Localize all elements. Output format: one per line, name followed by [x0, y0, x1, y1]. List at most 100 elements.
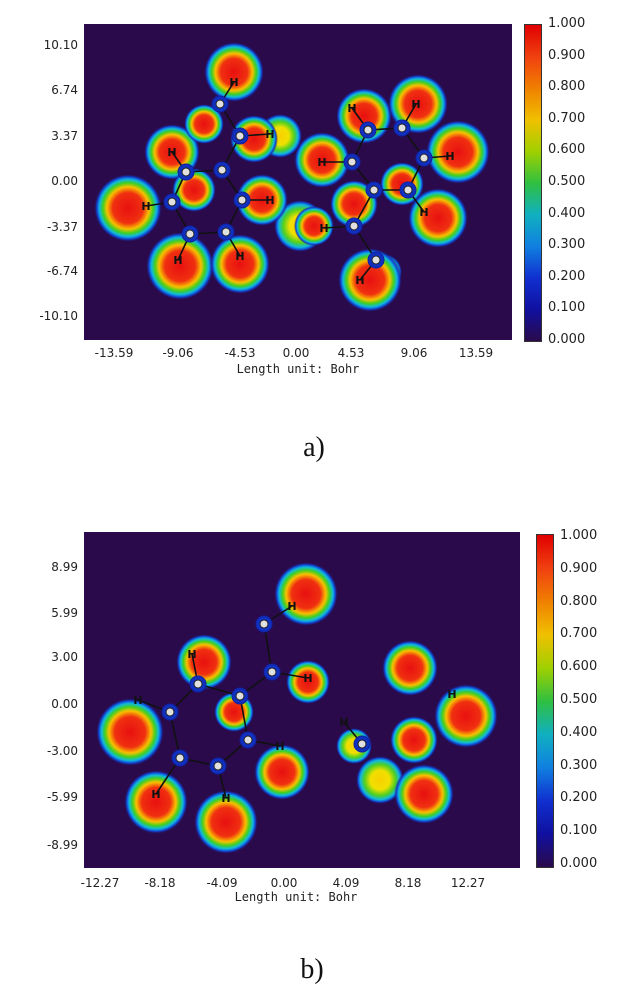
carbon-atom-marker [193, 679, 203, 689]
y-tick-label: 3.00 [51, 650, 78, 664]
elf-lobe [408, 188, 468, 248]
colorbar-tick-label: 0.900 [560, 560, 598, 576]
colorbar-tick-label: 0.700 [560, 626, 598, 642]
y-tick-label: 8.99 [51, 560, 78, 574]
colorbar-tick-label: 0.300 [560, 757, 598, 773]
carbon-atom-marker [237, 195, 247, 205]
carbon-atom-marker [349, 221, 359, 231]
x-tick-label: 12.27 [450, 876, 486, 890]
y-tick-label: -8.99 [46, 838, 78, 852]
x-tick-label: 0.00 [282, 346, 310, 360]
elf-lobe [210, 234, 270, 294]
carbon-atom-marker [213, 761, 223, 771]
elf-lobe [230, 115, 278, 163]
elf-lobe [356, 756, 404, 804]
elf-lobe [338, 248, 402, 312]
panel-label-b: b) [300, 954, 324, 985]
y-tick-label: 10.10 [43, 38, 78, 52]
colorbar-tick-label: 0.800 [560, 593, 598, 609]
carbon-atom-marker [165, 707, 175, 717]
hydrogen-atom-label: H [275, 740, 284, 753]
elf-map-b: H H H H H H H H H [84, 532, 520, 868]
carbon-atom-marker [419, 153, 429, 163]
hydrogen-atom-label: H [411, 98, 420, 111]
hydrogen-atom-label: H [167, 146, 176, 159]
x-tick-label: 13.59 [458, 346, 494, 360]
y-tick-label: 0.00 [51, 697, 78, 711]
x-axis-label-b: Length unit: Bohr [234, 890, 358, 904]
elf-lobes-b: H H H H H H H H H [96, 562, 498, 854]
carbon-atom-marker [167, 197, 177, 207]
hydrogen-atom-label: H [187, 648, 196, 661]
carbon-atom-marker [357, 739, 367, 749]
hydrogen-atom-label: H [151, 788, 160, 801]
carbon-atom-marker [235, 131, 245, 141]
colorbar-tick-label: 0.400 [560, 724, 598, 740]
colorbar-tick-label: 0.600 [560, 659, 598, 675]
colorbar-tick-label: 1.000 [548, 16, 586, 31]
elf-lobe [124, 770, 188, 834]
colorbar-tick-label: 0.200 [560, 790, 598, 806]
elf-lobe [434, 684, 498, 748]
hydrogen-atom-label: H [221, 792, 230, 805]
elf-lobe [390, 716, 438, 764]
elf-lobe [176, 634, 232, 690]
elf-lobe [194, 790, 258, 854]
hydrogen-atom-label: H [419, 206, 428, 219]
elf-lobe [204, 42, 264, 102]
y-tick-label: -3.37 [46, 220, 78, 234]
carbon-atom-marker [243, 735, 253, 745]
elf-lobe [426, 120, 490, 184]
colorbar-tick-label: 0.300 [548, 237, 586, 253]
elf-lobe [286, 660, 330, 704]
x-tick-label: 8.18 [394, 876, 422, 890]
hydrogen-atom-label: H [339, 716, 348, 729]
y-tick-label: 5.99 [51, 606, 78, 620]
y-tick-label: -10.10 [39, 309, 78, 323]
x-tick-label: -8.18 [144, 876, 176, 890]
colorbar-tick-label: 0.500 [548, 174, 586, 189]
elf-contour-svg-a: H H H H H H H H H H H H H H [94, 42, 490, 312]
hydrogen-atom-label: H [133, 694, 142, 707]
x-tick-label: 4.53 [337, 346, 365, 360]
x-tick-label: -4.09 [206, 876, 238, 890]
elf-lobe [294, 206, 334, 246]
colorbar-tick-label: 0.900 [548, 47, 586, 63]
hydrogen-atom-label: H [141, 200, 150, 213]
elf-lobe [388, 74, 448, 134]
hydrogen-atom-label: H [347, 102, 356, 115]
elf-lobe [394, 764, 454, 824]
elf-lobe [96, 698, 164, 766]
carbon-atom-marker [221, 227, 231, 237]
colorbar-tick-label: 0.100 [560, 823, 598, 839]
carbon-atom-marker [259, 619, 269, 629]
carbon-atom-marker [371, 255, 381, 265]
colorbar-tick-label: 0.200 [548, 268, 586, 284]
x-tick-label: 0.00 [270, 876, 298, 890]
hydrogen-atom-label: H [447, 688, 456, 701]
colorbar-tick-label: 0.500 [560, 692, 598, 707]
elf-lobe [254, 744, 310, 800]
carbon-atom-marker [215, 99, 225, 109]
colorbar-tick-label: 0.000 [548, 332, 586, 347]
elf-lobe [146, 232, 214, 300]
elf-lobes-a: H H H H H H H H H H H H H H [94, 42, 490, 312]
carbon-atom-marker [347, 157, 357, 167]
carbon-atom-marker [267, 667, 277, 677]
hydrogen-atom-label: H [235, 250, 244, 263]
carbon-atom-marker [175, 753, 185, 763]
hydrogen-atom-label: H [287, 600, 296, 613]
y-tick-label: 6.74 [51, 83, 78, 97]
carbon-atom-marker [397, 123, 407, 133]
colorbar-tick-label: 0.800 [548, 79, 586, 95]
hydrogen-atom-label: H [445, 150, 454, 163]
colorbar-tick-label: 0.400 [548, 205, 586, 221]
colorbar-tick-label: 1.000 [560, 528, 598, 543]
x-axis-label-a: Length unit: Bohr [236, 362, 360, 376]
y-tick-label: -5.99 [46, 790, 78, 804]
elf-contour-svg-b: H H H H H H H H H [96, 562, 498, 854]
hydrogen-atom-label: H [319, 222, 328, 235]
carbon-atom-marker [403, 185, 413, 195]
carbon-atom-marker [369, 185, 379, 195]
hydrogen-atom-label: H [229, 76, 238, 89]
